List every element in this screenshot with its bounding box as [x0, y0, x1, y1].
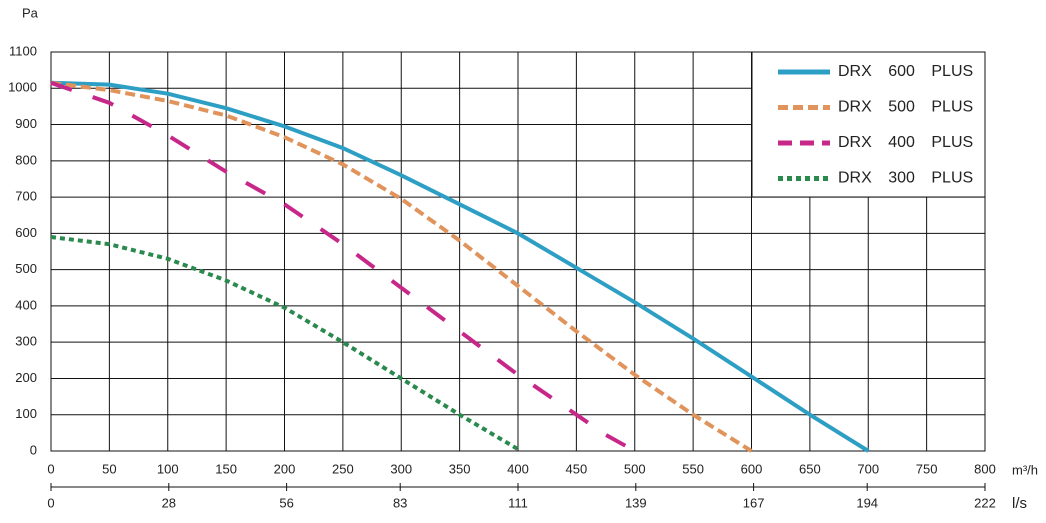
y-tick-label: 500	[15, 261, 37, 276]
x-tick-label: 200	[274, 461, 296, 476]
x2-tick-label: 0	[47, 495, 54, 510]
y-tick-label: 100	[15, 406, 37, 421]
x-tick-label: 750	[916, 461, 938, 476]
x-tick-label: 250	[332, 461, 354, 476]
x-tick-label: 300	[390, 461, 412, 476]
series-line	[50, 80, 636, 453]
x2-tick-label: 222	[974, 495, 996, 510]
legend-label: DRX 300 PLUS	[838, 170, 973, 187]
y-tick-label: 700	[15, 189, 37, 204]
y-axis-label: Pa	[22, 5, 39, 20]
x-tick-label: 800	[974, 461, 996, 476]
x-tick-label: 350	[449, 461, 471, 476]
y-tick-label: 300	[15, 334, 37, 349]
y-tick-label: 200	[15, 370, 37, 385]
x-tick-label: 400	[507, 461, 529, 476]
legend-label: DRX 600 PLUS	[838, 63, 973, 80]
x-tick-label: 0	[47, 461, 54, 476]
series-line	[50, 80, 870, 453]
x-tick-label: 150	[215, 461, 237, 476]
y-tick-label: 1000	[8, 80, 37, 95]
y-tick-label: 900	[15, 116, 37, 131]
x2-axis-label: l/s	[1012, 495, 1027, 512]
plot-border	[50, 51, 986, 452]
x-tick-label: 600	[741, 461, 763, 476]
y-tick-label: 400	[15, 297, 37, 312]
x-tick-label: 450	[566, 461, 588, 476]
x-tick-label: 50	[102, 461, 116, 476]
x2-tick-label: 194	[856, 495, 878, 510]
x-tick-label: 550	[682, 461, 704, 476]
y-tick-label: 0	[30, 442, 37, 457]
x2-tick-label: 56	[279, 495, 293, 510]
x-tick-label: 700	[857, 461, 879, 476]
x-axis-label: m³/h	[1012, 462, 1038, 477]
y-tick-label: 600	[15, 225, 37, 240]
legend-label: DRX 400 PLUS	[838, 134, 973, 151]
x2-tick-label: 139	[625, 495, 647, 510]
series-line	[50, 80, 753, 453]
legend-box	[751, 51, 986, 198]
x-tick-label: 500	[624, 461, 646, 476]
x-tick-label: 100	[157, 461, 179, 476]
series-line	[50, 235, 520, 451]
x2-tick-label: 28	[162, 495, 176, 510]
legend-label: DRX 500 PLUS	[838, 99, 973, 116]
y-tick-label: 1100	[9, 43, 37, 58]
x2-tick-label: 111	[508, 495, 528, 510]
x-tick-label: 650	[799, 461, 821, 476]
x2-tick-label: 167	[743, 495, 765, 510]
y-tick-label: 800	[15, 152, 37, 167]
x2-tick-label: 83	[393, 495, 407, 510]
